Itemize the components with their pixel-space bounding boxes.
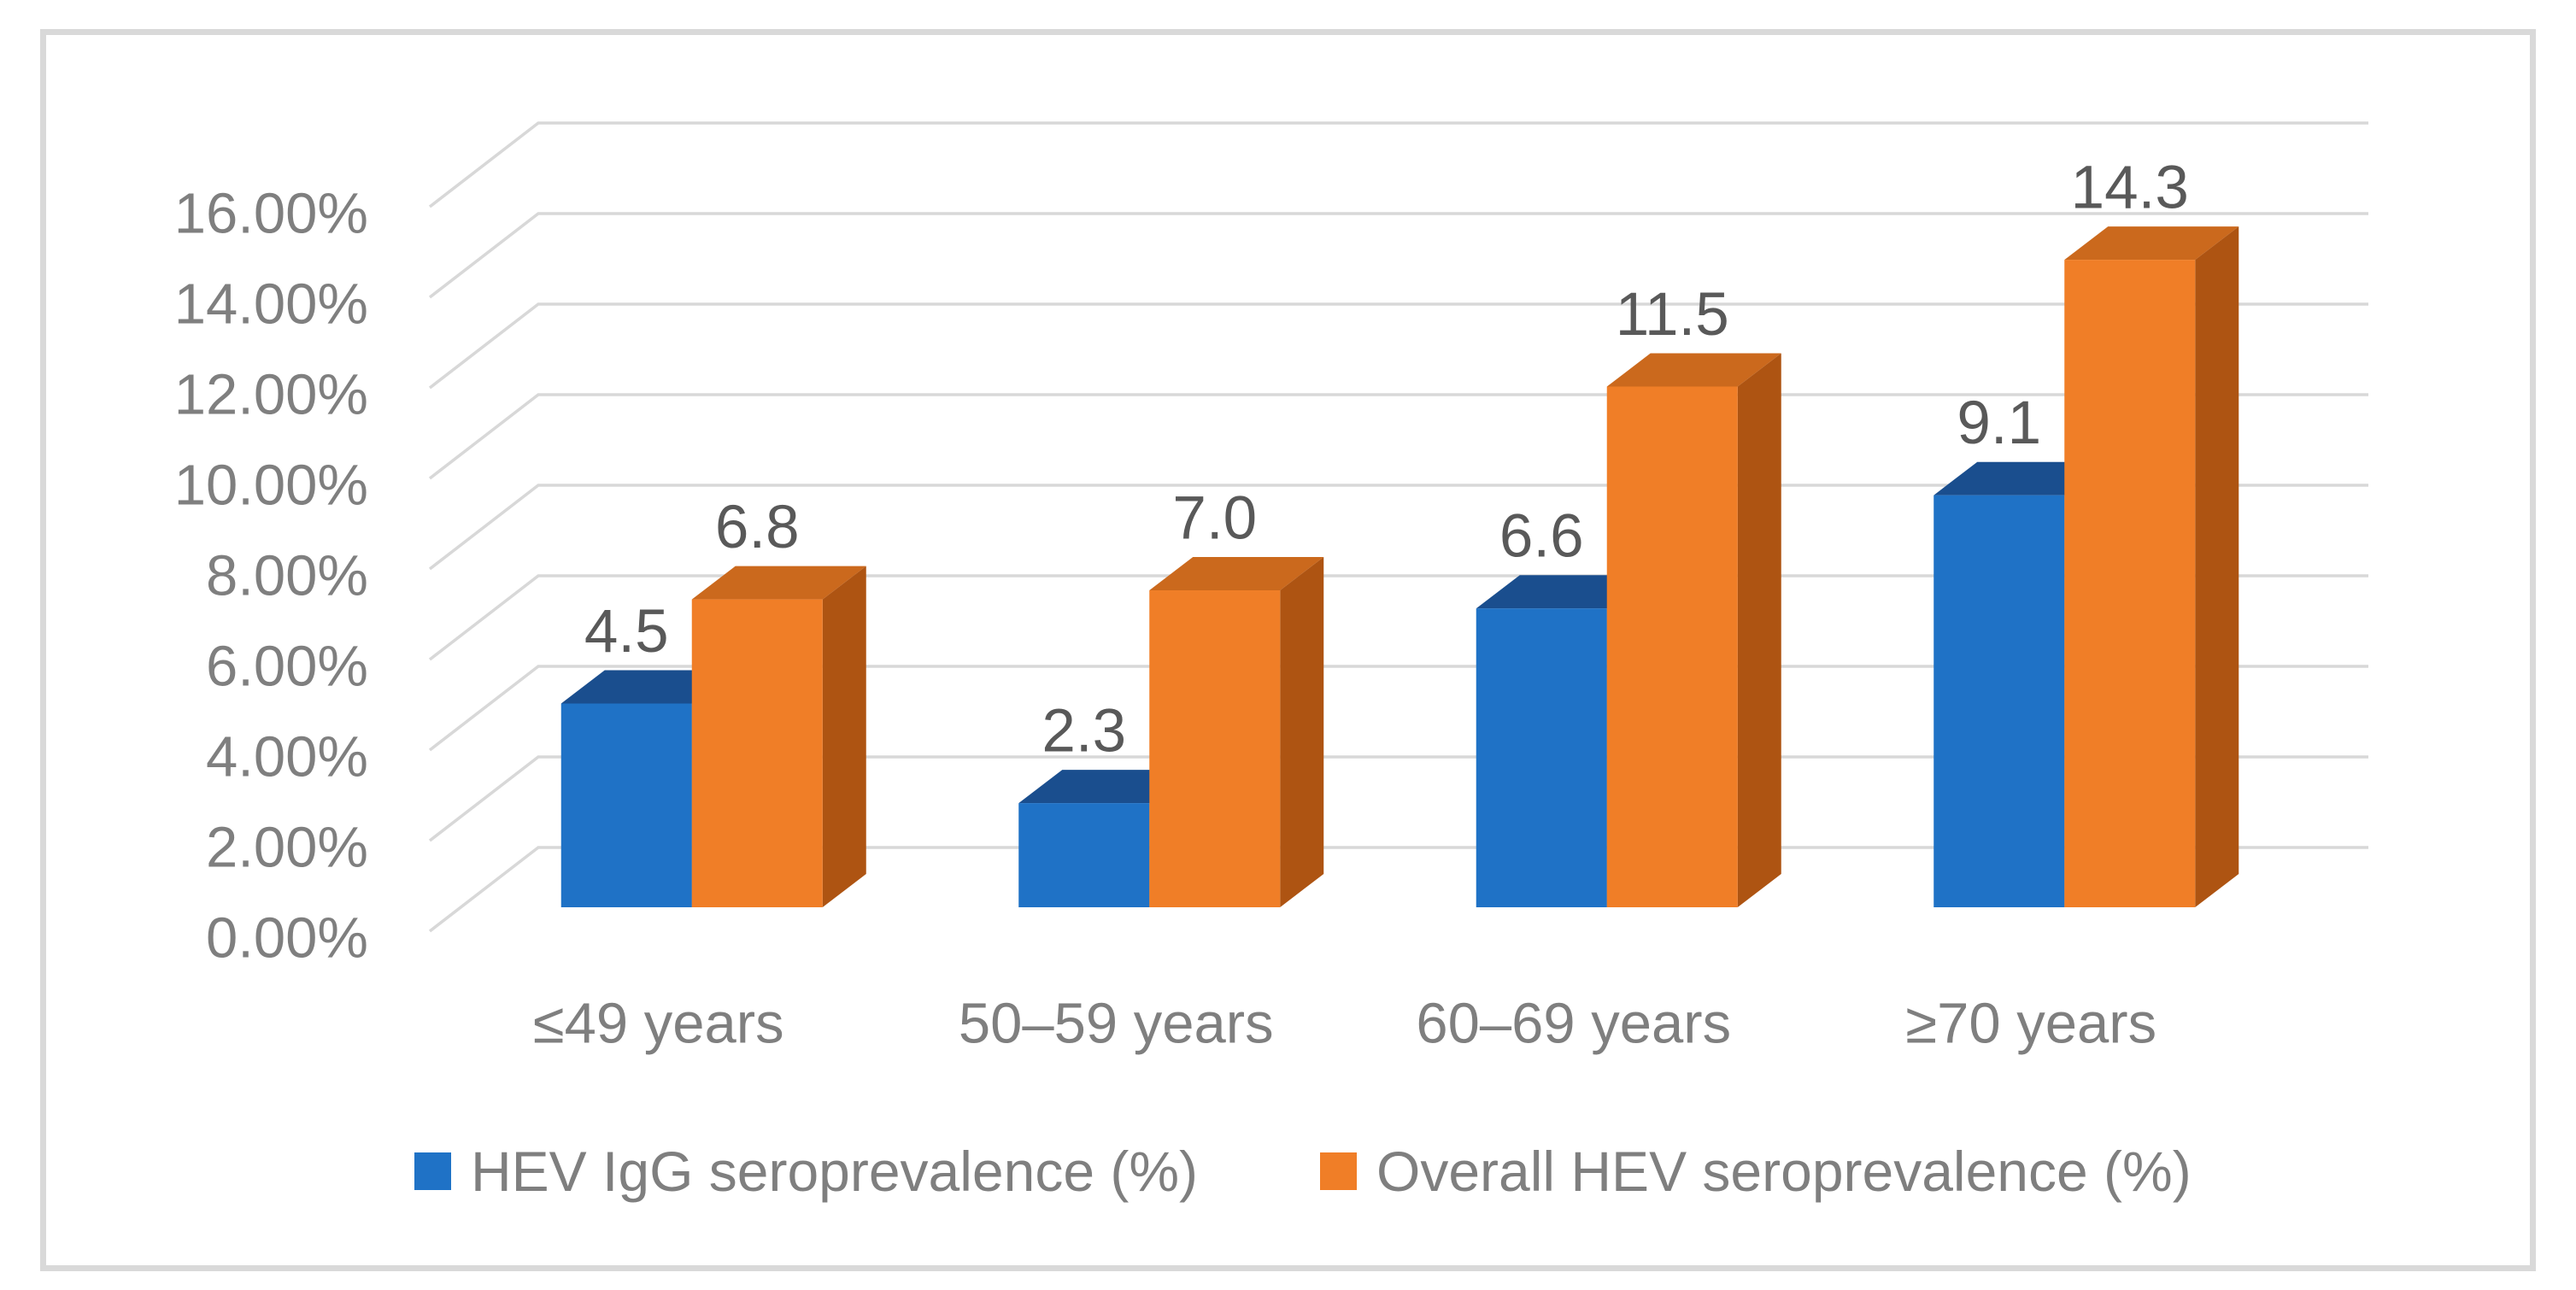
bar-front-face	[1606, 386, 1738, 907]
bar-side-face	[1737, 353, 1781, 907]
data-label-series2-cat4: 14.3	[2071, 155, 2189, 222]
gridline-16	[428, 121, 2368, 208]
bar-series2-cat1	[691, 566, 866, 907]
data-labels-group: 4.5 6.8 2.3 7.0 6.6 11.5 9.1 14.3	[584, 155, 2189, 765]
y-tick-label-14: 14.00%	[174, 273, 368, 337]
bar-top-face	[1606, 353, 1781, 387]
bar-side-face	[822, 566, 866, 907]
bar-series2-cat2	[1149, 557, 1324, 907]
bar-front-face	[1476, 608, 1607, 907]
bar-side-face	[2195, 226, 2239, 908]
bar-side-face	[1280, 557, 1324, 907]
bars-group	[560, 226, 2239, 908]
data-label-series1-cat4: 9.1	[1957, 390, 2041, 457]
category-label-2: 50–59 years	[959, 992, 1274, 1056]
data-label-series1-cat1: 4.5	[584, 598, 669, 666]
data-label-series2-cat2: 7.0	[1172, 485, 1257, 553]
bar-front-face	[1933, 495, 2065, 907]
y-tick-label-8: 8.00%	[206, 544, 368, 608]
data-label-series1-cat3: 6.6	[1499, 503, 1584, 571]
bar-front-face	[1149, 590, 1281, 907]
y-tick-label-10: 10.00%	[174, 454, 368, 518]
bar-front-face	[1018, 803, 1150, 907]
y-tick-label-4: 4.00%	[206, 725, 368, 789]
y-tick-label-0: 0.00%	[206, 906, 368, 970]
bar-front-face	[560, 703, 692, 907]
bar-top-face	[2064, 226, 2239, 261]
bar-top-face	[1149, 557, 1324, 590]
bar-series2-cat3	[1606, 353, 1781, 907]
bar-top-face	[691, 566, 866, 600]
gridline-14	[428, 212, 2368, 299]
x-axis-category-labels: ≤49 years 50–59 years 60–69 years ≥70 years	[533, 992, 2156, 1056]
y-axis-tick-labels: 0.00% 2.00% 4.00% 6.00% 8.00% 10.00% 12.00% 14.…	[174, 182, 368, 970]
bar-front-face	[691, 599, 823, 907]
y-tick-label-12: 12.00%	[174, 363, 368, 427]
y-tick-label-2: 2.00%	[206, 816, 368, 880]
bar-series2-cat4	[2064, 226, 2239, 908]
data-label-series2-cat1: 6.8	[715, 494, 800, 561]
category-label-4: ≥70 years	[1905, 992, 2156, 1056]
data-label-series1-cat2: 2.3	[1042, 698, 1126, 765]
y-tick-label-16: 16.00%	[174, 182, 368, 246]
y-tick-label-6: 6.00%	[206, 635, 368, 699]
category-label-1: ≤49 years	[533, 992, 784, 1056]
gridline-12	[428, 302, 2368, 390]
category-label-3: 60–69 years	[1416, 992, 1731, 1056]
data-label-series2-cat3: 11.5	[1616, 281, 1729, 349]
bar-front-face	[2064, 260, 2196, 908]
